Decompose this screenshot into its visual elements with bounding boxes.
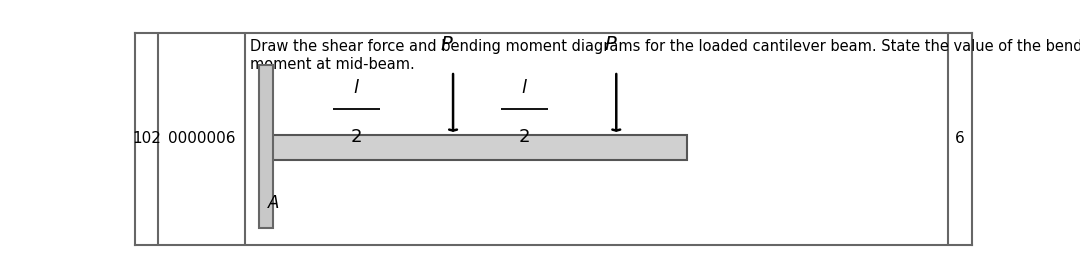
Text: 6: 6 (955, 131, 964, 146)
Text: $P$: $P$ (604, 35, 618, 54)
Text: $P$: $P$ (441, 35, 454, 54)
Text: Draw the shear force and bending moment diagrams for the loaded cantilever beam.: Draw the shear force and bending moment … (249, 39, 1080, 72)
Bar (259, 65, 273, 228)
Text: $l$: $l$ (353, 79, 361, 97)
Text: 102: 102 (132, 131, 161, 146)
Text: $A$: $A$ (267, 194, 281, 212)
Text: 2: 2 (518, 128, 530, 146)
Text: $l$: $l$ (521, 79, 528, 97)
Text: 0000006: 0000006 (168, 131, 235, 146)
Bar (269, 135, 688, 160)
Text: 2: 2 (351, 128, 363, 146)
